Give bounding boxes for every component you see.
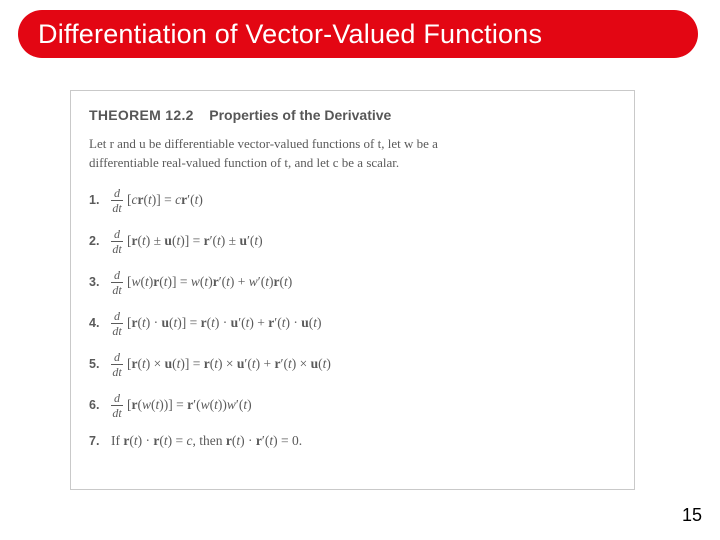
rules-list: 1. ddt [cr(t)] = cr′(t) 2. ddt [r(t) ± u… [89, 187, 616, 449]
rule-number: 1. [89, 193, 111, 207]
rule-eq: ddt [cr(t)] = cr′(t) [111, 187, 203, 214]
rule-eq: ddt [r(t) · u(t)] = r(t) · u′(t) + r′(t)… [111, 310, 322, 337]
theorem-title: Properties of the Derivative [209, 107, 391, 123]
rule-item: 6. ddt [r(w(t))] = r′(w(t))w′(t) [89, 392, 616, 419]
rule-item: 7. If r(t) · r(t) = c, then r(t) · r′(t)… [89, 433, 616, 449]
intro-line-1: Let r and u be differentiable vector-val… [89, 136, 438, 151]
rule-item: 5. ddt [r(t) × u(t)] = r(t) × u′(t) + r′… [89, 351, 616, 378]
rule-eq: ddt [r(t) ± u(t)] = r′(t) ± u′(t) [111, 228, 263, 255]
rule-eq: If r(t) · r(t) = c, then r(t) · r′(t) = … [111, 433, 302, 449]
slide-title: Differentiation of Vector-Valued Functio… [38, 19, 542, 50]
theorem-label: THEOREM 12.2 [89, 107, 194, 123]
theorem-intro: Let r and u be differentiable vector-val… [89, 135, 616, 173]
title-banner: Differentiation of Vector-Valued Functio… [18, 10, 698, 58]
rule-eq: ddt [w(t)r(t)] = w(t)r′(t) + w′(t)r(t) [111, 269, 292, 296]
intro-line-2: differentiable real-valued function of t… [89, 155, 399, 170]
ddt-icon: ddt [111, 187, 123, 214]
slide: Differentiation of Vector-Valued Functio… [0, 0, 720, 540]
ddt-icon: ddt [111, 351, 123, 378]
rule-number: 3. [89, 275, 111, 289]
ddt-icon: ddt [111, 269, 123, 296]
rule-number: 7. [89, 434, 111, 448]
ddt-icon: ddt [111, 392, 123, 419]
rule-item: 3. ddt [w(t)r(t)] = w(t)r′(t) + w′(t)r(t… [89, 269, 616, 296]
ddt-icon: ddt [111, 310, 123, 337]
rule-number: 2. [89, 234, 111, 248]
rule-number: 6. [89, 398, 111, 412]
theorem-box: THEOREM 12.2 Properties of the Derivativ… [70, 90, 635, 490]
page-number: 15 [682, 505, 702, 526]
rule-item: 4. ddt [r(t) · u(t)] = r(t) · u′(t) + r′… [89, 310, 616, 337]
rule-number: 4. [89, 316, 111, 330]
rule-eq: ddt [r(t) × u(t)] = r(t) × u′(t) + r′(t)… [111, 351, 331, 378]
rule-item: 1. ddt [cr(t)] = cr′(t) [89, 187, 616, 214]
ddt-icon: ddt [111, 228, 123, 255]
theorem-header: THEOREM 12.2 Properties of the Derivativ… [89, 107, 616, 125]
rule-item: 2. ddt [r(t) ± u(t)] = r′(t) ± u′(t) [89, 228, 616, 255]
rule-number: 5. [89, 357, 111, 371]
rule-eq: ddt [r(w(t))] = r′(w(t))w′(t) [111, 392, 252, 419]
